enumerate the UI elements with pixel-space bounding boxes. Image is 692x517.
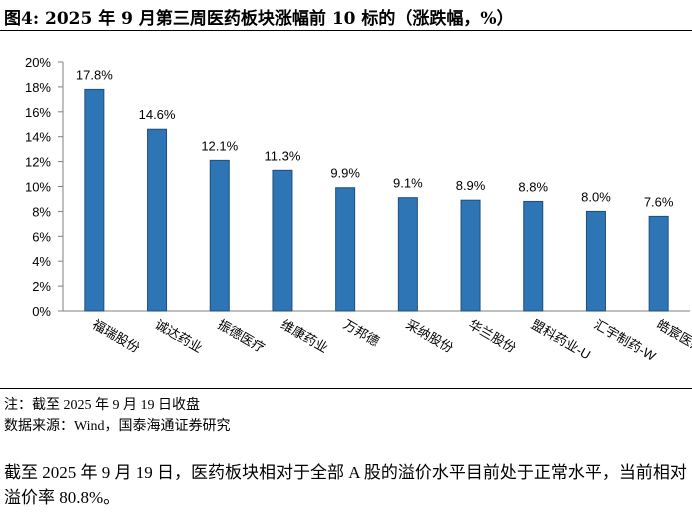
y-tick-label: 16%	[25, 105, 51, 120]
bar	[460, 199, 481, 312]
value-label: 14.6%	[139, 107, 176, 122]
x-tick-label: 盟科药业-U	[529, 317, 593, 363]
y-tick-label: 18%	[25, 80, 51, 95]
x-tick-label: 汇宇制药-W	[591, 317, 659, 365]
x-tick-label: 福瑞股份	[90, 317, 143, 356]
y-tick-label: 6%	[32, 229, 51, 244]
value-label: 9.9%	[330, 166, 360, 181]
x-tick-label: 华兰股份	[466, 317, 519, 356]
paragraph: 截至 2025 年 9 月 19 日，医药板块相对于全部 A 股的溢价水平目前处…	[4, 463, 687, 507]
x-tick-label: 维康药业	[278, 317, 331, 356]
note-rule	[0, 388, 692, 389]
bar	[585, 210, 606, 312]
x-tick-label: 采纳股份	[403, 317, 456, 356]
y-tick-label: 2%	[32, 279, 51, 294]
bar	[523, 200, 544, 312]
bar	[209, 159, 230, 312]
y-tick-label: 4%	[32, 254, 51, 269]
value-label: 8.9%	[456, 178, 486, 193]
chart: 0% 2% 4% 6% 8% 10% 12% 14% 16% 18% 20% 17.8% 福瑞股份 14.…	[25, 55, 692, 365]
x-tick-label: 振德医疗	[215, 317, 268, 356]
y-tick-label: 10%	[25, 180, 51, 195]
y-tick-label: 14%	[25, 130, 51, 145]
y-tick-label: 20%	[25, 55, 51, 70]
note: 注：截至 2025 年 9 月 19 日收盘	[4, 398, 200, 413]
y-tick-label: 0%	[32, 304, 51, 319]
value-label: 8.8%	[518, 179, 548, 194]
bar	[648, 215, 669, 312]
bar	[147, 128, 168, 312]
value-label: 9.1%	[393, 176, 423, 191]
y-tick-label: 12%	[25, 155, 51, 170]
bar	[84, 88, 105, 312]
figure-title: 图4: 2025 年 9 月第三周医药板块涨幅前 10 标的（涨跌幅，%）	[4, 9, 514, 29]
title-rule	[0, 30, 692, 31]
value-label: 11.3%	[264, 148, 300, 163]
value-label: 8.0%	[581, 189, 611, 204]
x-tick-label: 万邦德	[341, 317, 382, 349]
y-tick-label: 8%	[32, 204, 51, 219]
bar	[272, 169, 293, 312]
bar	[397, 197, 418, 312]
bar	[335, 187, 356, 312]
value-label: 12.1%	[201, 138, 238, 153]
value-label: 7.6%	[644, 194, 674, 209]
value-label: 17.8%	[76, 67, 113, 82]
x-tick-label: 皓宸医疗	[654, 317, 692, 356]
source: 数据来源：Wind，国泰海通证券研究	[4, 419, 231, 434]
x-tick-label: 诚达药业	[153, 317, 206, 356]
